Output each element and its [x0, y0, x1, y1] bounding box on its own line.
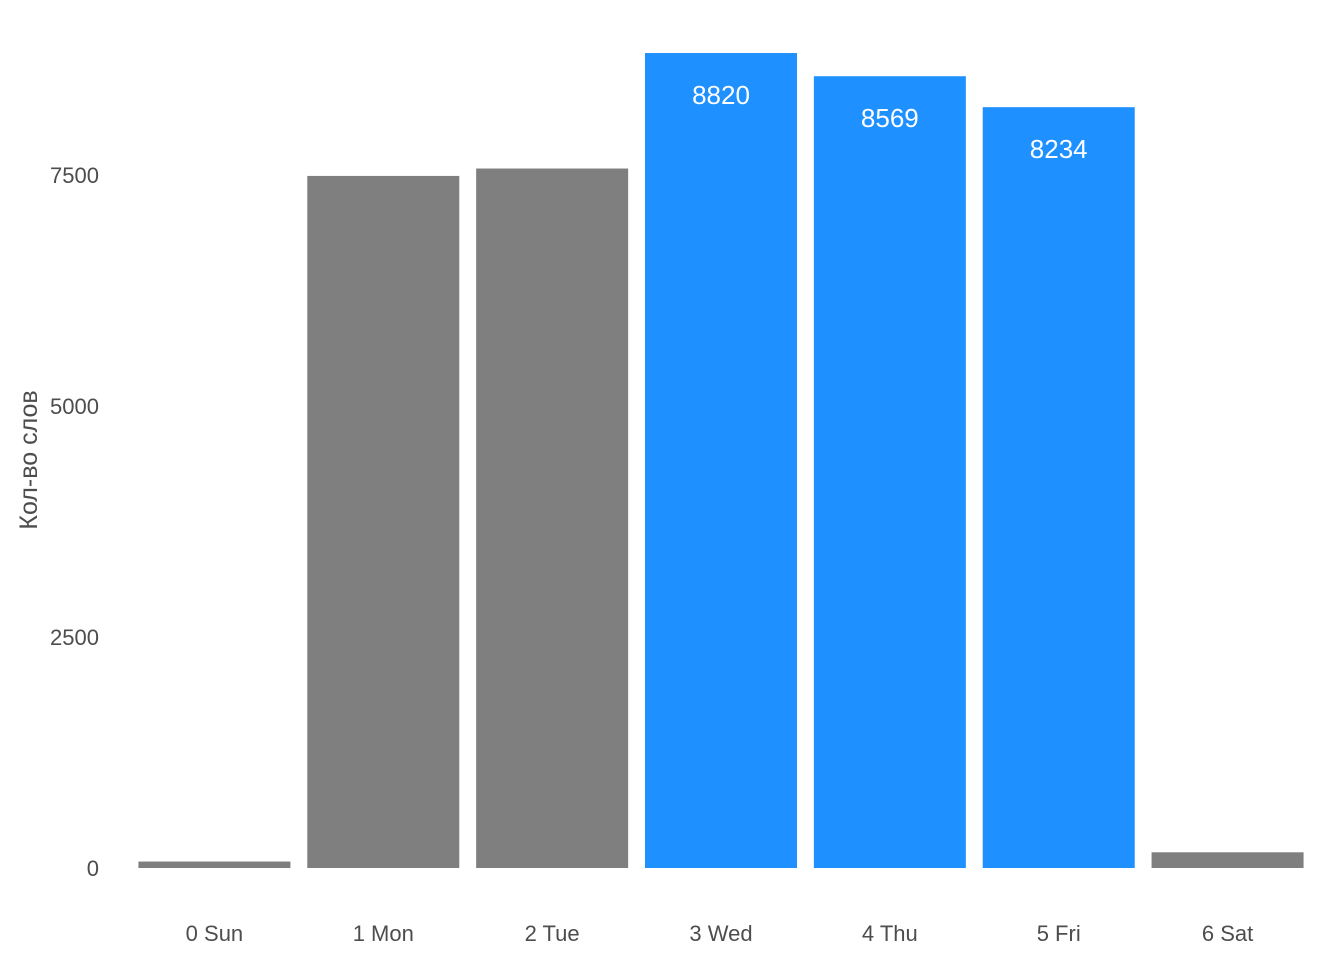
y-axis-title: Кол-во слов: [15, 390, 43, 529]
x-tick-label: 1 Mon: [353, 921, 414, 946]
x-tick-label: 3 Wed: [689, 921, 752, 946]
x-tick-label: 6 Sat: [1202, 921, 1253, 946]
bar-value-label: 8820: [692, 80, 750, 110]
x-tick-label: 2 Tue: [525, 921, 580, 946]
y-tick-label: 7500: [50, 163, 99, 188]
bar-value-label: 8234: [1030, 134, 1088, 164]
bar: [138, 861, 291, 868]
x-axis-ticks: 0 Sun 1 Mon 2 Tue 3 Wed 4 Thu 5 Fri 6 Sat: [186, 921, 1254, 946]
y-tick-label: 2500: [50, 625, 99, 650]
bar: [982, 107, 1135, 868]
bar: [476, 168, 629, 869]
bar: [645, 53, 797, 869]
y-tick-label: 5000: [50, 394, 99, 419]
x-tick-label: 4 Thu: [862, 921, 918, 946]
bar-value-labels: 8820 8569 8234: [692, 80, 1088, 164]
bar: [307, 175, 460, 868]
y-axis-ticks: 0 2500 5000 7500: [50, 163, 99, 881]
bars: [138, 53, 1304, 869]
y-tick-label: 0: [87, 856, 99, 881]
bar-value-label: 8569: [861, 103, 919, 133]
x-tick-label: 0 Sun: [186, 921, 244, 946]
x-tick-label: 5 Fri: [1037, 921, 1081, 946]
bar: [813, 76, 966, 868]
bar: [1151, 852, 1304, 868]
